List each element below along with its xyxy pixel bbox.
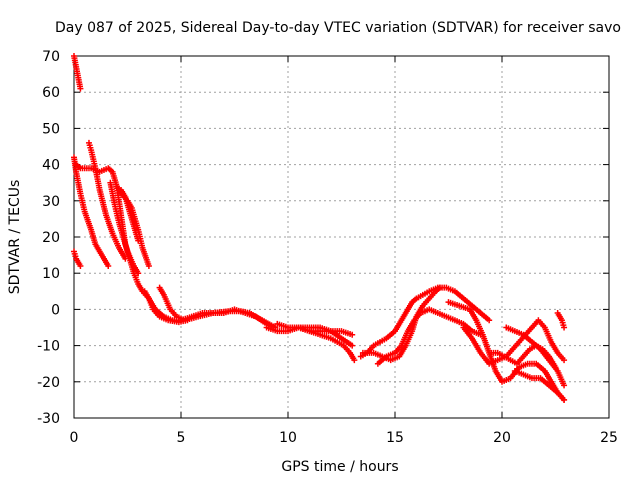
x-axis-label: GPS time / hours — [281, 459, 398, 475]
x-tick-label: 25 — [600, 430, 618, 446]
y-tick-label: 10 — [42, 266, 60, 282]
data-point — [351, 357, 358, 364]
data-point — [122, 255, 129, 262]
data-point — [349, 331, 356, 338]
y-tick-label: 0 — [51, 302, 60, 318]
series-s3 — [71, 154, 112, 269]
data-point — [77, 262, 84, 269]
x-tick-label: 20 — [493, 430, 511, 446]
x-tick-label: 15 — [386, 430, 404, 446]
y-tick-label: 40 — [42, 158, 60, 174]
series-s10 — [156, 284, 279, 331]
series-s14 — [357, 284, 493, 360]
series-s4 — [73, 161, 270, 327]
y-tick-label: 50 — [42, 121, 60, 137]
series-s16 — [374, 306, 484, 367]
data-points — [71, 53, 568, 403]
y-tick-label: -10 — [37, 339, 60, 355]
data-point — [77, 85, 84, 92]
series-s20 — [503, 324, 568, 389]
chart-title: Day 087 of 2025, Sidereal Day-to-day VTE… — [55, 20, 621, 36]
y-tick-label: 30 — [42, 194, 60, 210]
data-point — [135, 237, 142, 244]
y-axis-label: SDTVAR / TECUs — [7, 180, 23, 295]
data-point — [105, 262, 112, 269]
series-s8 — [118, 186, 142, 244]
x-tick-label: 10 — [279, 430, 297, 446]
data-point — [561, 396, 568, 403]
y-tick-labels: 70 60 50 40 30 20 10 0 -10 -20 -30 — [37, 49, 60, 427]
data-point — [561, 324, 568, 331]
y-tick-label: 20 — [42, 230, 60, 246]
y-tick-label: -30 — [37, 411, 60, 427]
data-point — [436, 284, 443, 291]
series-s17 — [445, 299, 568, 403]
series-s13 — [295, 324, 356, 338]
x-tick-label: 5 — [177, 430, 186, 446]
y-tick-label: 60 — [42, 85, 60, 101]
series-s6 — [107, 179, 142, 277]
grid — [74, 56, 609, 418]
data-point — [135, 270, 142, 277]
axis-ticks — [73, 55, 610, 419]
series-s22 — [554, 310, 568, 331]
data-point — [486, 317, 493, 324]
data-point — [349, 342, 356, 349]
series-s21 — [511, 367, 568, 403]
data-point — [561, 357, 568, 364]
x-tick-labels: 0 5 10 15 20 25 — [70, 430, 618, 446]
y-tick-label: 70 — [42, 49, 60, 65]
data-point — [561, 382, 568, 389]
data-point — [145, 262, 152, 269]
series-s5 — [85, 139, 129, 262]
series-s1 — [71, 53, 84, 92]
series-s2 — [71, 248, 84, 269]
x-tick-label: 0 — [70, 430, 79, 446]
y-tick-label: -20 — [37, 375, 60, 391]
